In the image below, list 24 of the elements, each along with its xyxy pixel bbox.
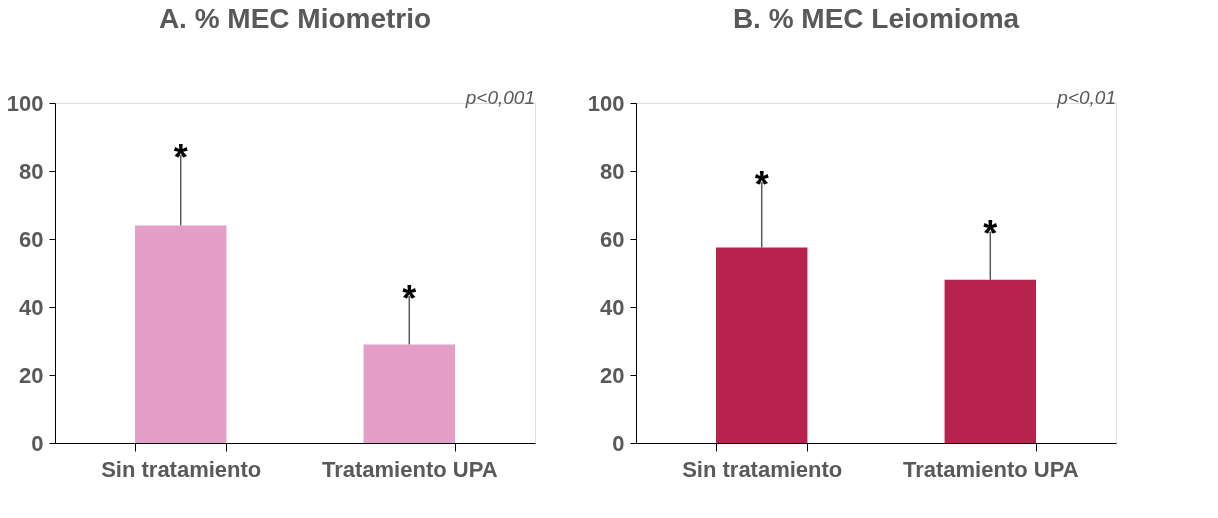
chart-title: B. % MEC Leiomioma (732, 3, 1020, 34)
annotation: p<0,001 (464, 87, 535, 108)
chart-title: A. % MEC Miometrio (158, 3, 432, 34)
y-tick-label: 0 (612, 430, 625, 456)
annotation: * (173, 136, 188, 178)
annotation: * (402, 277, 417, 319)
y-tick-label: 20 (19, 362, 44, 388)
y-tick-label: 80 (19, 158, 44, 184)
y-tick-label: 100 (587, 90, 625, 116)
y-tick-label: 40 (19, 294, 44, 320)
x-tick-label: Sin tratamiento (682, 456, 843, 482)
annotation: * (983, 213, 998, 255)
x-tick-label: Tratamiento UPA (321, 456, 498, 482)
y-tick-label: 60 (19, 226, 44, 252)
y-tick-label: 0 (31, 430, 44, 456)
y-tick-label: 20 (600, 362, 625, 388)
y-tick-label: 60 (600, 226, 625, 252)
x-tick-label: Tratamiento UPA (902, 456, 1079, 482)
y-tick-label: 80 (600, 158, 625, 184)
annotation: p<0,01 (1056, 87, 1116, 108)
y-tick-label: 40 (600, 294, 625, 320)
y-tick-label: 100 (6, 90, 44, 116)
x-tick-label: Sin tratamiento (101, 456, 262, 482)
annotation: * (754, 163, 769, 205)
